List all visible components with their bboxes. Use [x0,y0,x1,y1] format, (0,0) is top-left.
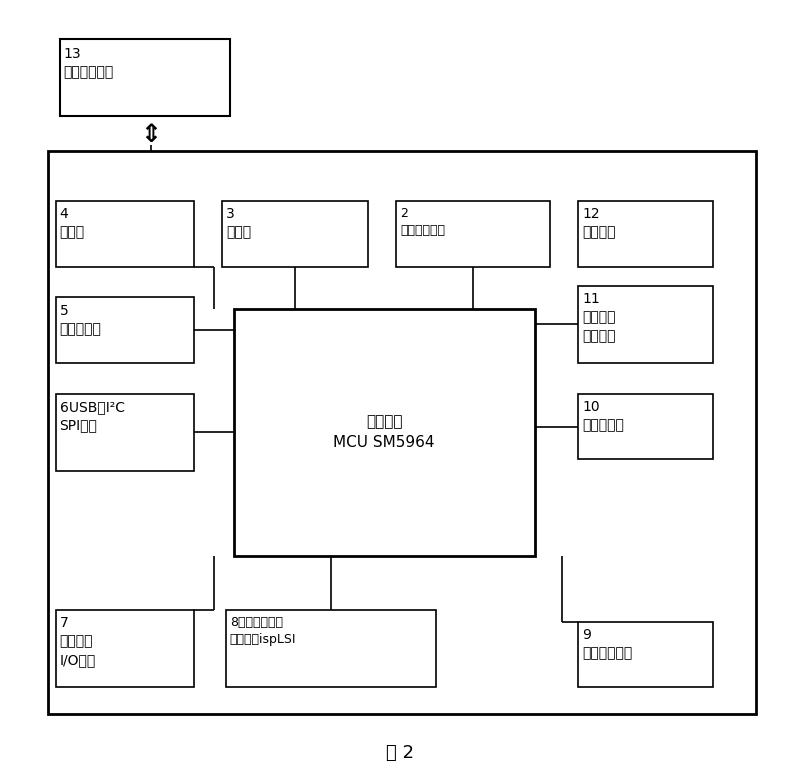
Bar [226,610,436,687]
Text: 9
日历时钟单元: 9 日历时钟单元 [582,628,632,660]
Text: 图 2: 图 2 [386,743,414,762]
Bar [56,297,194,363]
Text: 4
软串口: 4 软串口 [59,207,85,239]
Bar [578,201,713,267]
Bar [578,394,713,459]
Bar [396,201,550,267]
Bar [56,610,194,687]
Text: 6USB、I²C
SPI接口: 6USB、I²C SPI接口 [59,400,125,432]
Bar [59,39,230,116]
Text: ⇕: ⇕ [140,122,161,147]
Text: 7
数字模拟
I/O单元: 7 数字模拟 I/O单元 [59,616,96,667]
Bar [578,622,713,687]
Text: 5
以太网接口: 5 以太网接口 [59,303,102,336]
Text: 11
装载运行
控制单元: 11 装载运行 控制单元 [582,292,615,342]
Bar [222,201,368,267]
Bar [578,285,713,363]
Bar [56,394,194,471]
Text: 13
调试环境主机: 13 调试环境主机 [63,47,114,79]
Text: 微控制器
MCU SM5964: 微控制器 MCU SM5964 [334,414,435,450]
Bar [48,151,756,714]
Text: 8在系统可编程
逻辑器件ispLSI: 8在系统可编程 逻辑器件ispLSI [230,616,296,646]
Text: 12
电源模块: 12 电源模块 [582,207,615,239]
Bar [234,309,534,556]
Text: 3
硬串口: 3 硬串口 [226,207,251,239]
Text: 2
键盘显示模块: 2 键盘显示模块 [400,207,445,237]
Bar [56,201,194,267]
Text: 10
存储器单元: 10 存储器单元 [582,400,624,432]
